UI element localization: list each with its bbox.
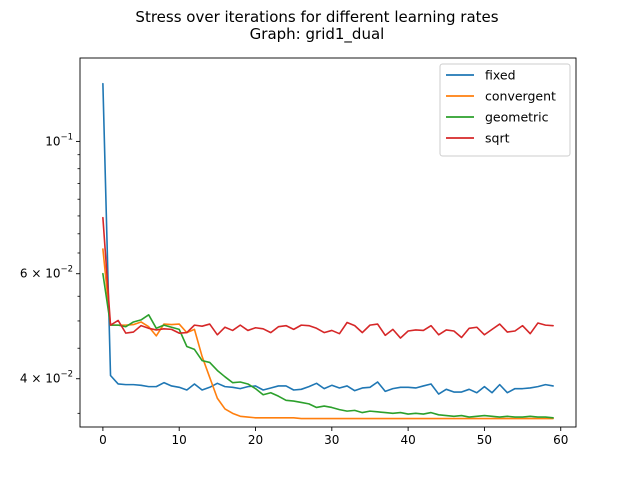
legend: fixed convergent geometric sqrt xyxy=(439,63,571,157)
series-line-sqrt xyxy=(102,216,554,339)
series-line-geometric xyxy=(102,272,554,419)
legend-box xyxy=(439,63,571,157)
x-tick-label: 60 xyxy=(553,433,568,447)
legend-label-geometric: geometric xyxy=(485,110,549,125)
x-tick-label: 30 xyxy=(324,433,339,447)
y-tick-label: 6 × 10−2 xyxy=(20,265,73,281)
x-tick-label: 20 xyxy=(248,433,263,447)
x-tick-label: 10 xyxy=(172,433,187,447)
y-tick-label: 10−1 xyxy=(45,132,73,148)
y-tick-label: 4 × 10−2 xyxy=(20,370,73,386)
axes-layer: 0 10 20 30 40 50 60 4 × 10−2 6 × 10−2 10−1 xyxy=(20,57,577,447)
x-tick-label: 0 xyxy=(99,433,107,447)
plot-frame xyxy=(79,57,577,428)
legend-label-sqrt: sqrt xyxy=(485,131,510,146)
chart-title-line1: Stress over iterations for different lea… xyxy=(135,8,498,26)
series-line-fixed xyxy=(102,82,554,395)
chart-title-line2: Graph: grid1_dual xyxy=(250,25,385,44)
series-line-convergent xyxy=(102,248,554,420)
x-tick-label: 50 xyxy=(477,433,492,447)
series-layer xyxy=(102,82,554,420)
legend-label-fixed: fixed xyxy=(485,68,516,83)
legend-label-convergent: convergent xyxy=(485,89,556,104)
x-tick-label: 40 xyxy=(400,433,415,447)
